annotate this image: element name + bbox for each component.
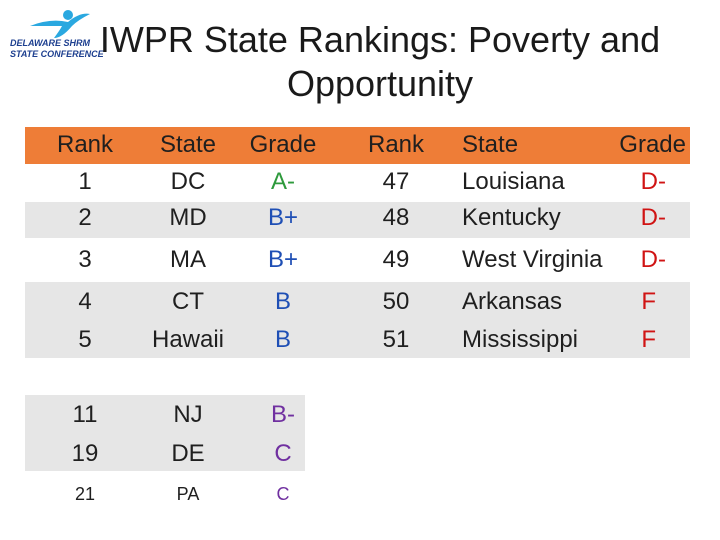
rank-cell: 5 bbox=[78, 326, 92, 353]
state-cell: West Virginia bbox=[462, 246, 603, 273]
row-band bbox=[25, 202, 690, 238]
page-title: IWPR State Rankings: Poverty and Opportu… bbox=[95, 18, 665, 106]
rank-cell: 3 bbox=[78, 246, 92, 273]
rank-cell: 51 bbox=[382, 326, 410, 353]
state-cell: MD bbox=[169, 204, 207, 231]
grade-cell: B- bbox=[271, 401, 295, 428]
title-line-1: IWPR State Rankings: Poverty and bbox=[99, 19, 661, 60]
state-cell: NJ bbox=[173, 401, 203, 428]
logo-line-2: STATE CONFERENCE bbox=[10, 49, 104, 59]
grade-cell: B+ bbox=[267, 246, 299, 273]
header-grade-right: Grade bbox=[619, 131, 686, 158]
state-cell: CT bbox=[172, 288, 204, 315]
table-header-band bbox=[25, 127, 690, 164]
state-cell: DE bbox=[171, 440, 205, 467]
grade-cell: B bbox=[274, 288, 291, 315]
state-cell: DC bbox=[170, 168, 206, 195]
state-cell: Arkansas bbox=[462, 288, 563, 315]
grade-cell: B+ bbox=[267, 204, 299, 231]
grade-cell: B bbox=[274, 326, 291, 353]
state-cell: Hawaii bbox=[151, 326, 225, 353]
grade-cell: D- bbox=[640, 246, 666, 273]
delaware-shrm-logo: DELAWARE SHRM STATE CONFERENCE bbox=[10, 8, 104, 64]
state-cell: PA bbox=[176, 484, 200, 504]
rank-cell: 48 bbox=[382, 204, 410, 231]
rank-cell: 49 bbox=[382, 246, 410, 273]
title-line-2: Opportunity bbox=[286, 63, 474, 104]
row-band bbox=[25, 282, 690, 358]
header-rank-left: Rank bbox=[56, 131, 114, 158]
grade-cell: D- bbox=[640, 204, 666, 231]
state-cell: Louisiana bbox=[462, 168, 565, 195]
grade-cell: D- bbox=[640, 168, 666, 195]
rank-cell: 11 bbox=[72, 401, 98, 428]
person-figure-icon bbox=[30, 10, 90, 38]
grade-cell: F bbox=[641, 288, 656, 315]
grade-cell: C bbox=[276, 484, 290, 504]
grade-cell: A- bbox=[271, 168, 295, 195]
header-grade-left: Grade bbox=[249, 131, 317, 158]
rank-cell: 2 bbox=[78, 204, 92, 231]
rank-cell: 21 bbox=[74, 484, 96, 504]
state-cell: Kentucky bbox=[462, 204, 561, 231]
rank-cell: 4 bbox=[78, 288, 92, 315]
rank-cell: 50 bbox=[382, 288, 410, 315]
rank-cell: 19 bbox=[71, 440, 99, 467]
row-band bbox=[25, 395, 305, 471]
state-cell: Mississippi bbox=[462, 326, 579, 353]
grade-cell: F bbox=[641, 326, 656, 353]
header-rank-right: Rank bbox=[367, 131, 425, 158]
grade-cell: C bbox=[274, 440, 292, 467]
rank-cell: 47 bbox=[382, 168, 410, 195]
state-cell: MA bbox=[170, 246, 206, 273]
header-state-right: State bbox=[462, 131, 519, 158]
header-state-left: State bbox=[159, 131, 217, 158]
logo-line-1: DELAWARE SHRM bbox=[10, 38, 91, 48]
rank-cell: 1 bbox=[78, 168, 92, 195]
